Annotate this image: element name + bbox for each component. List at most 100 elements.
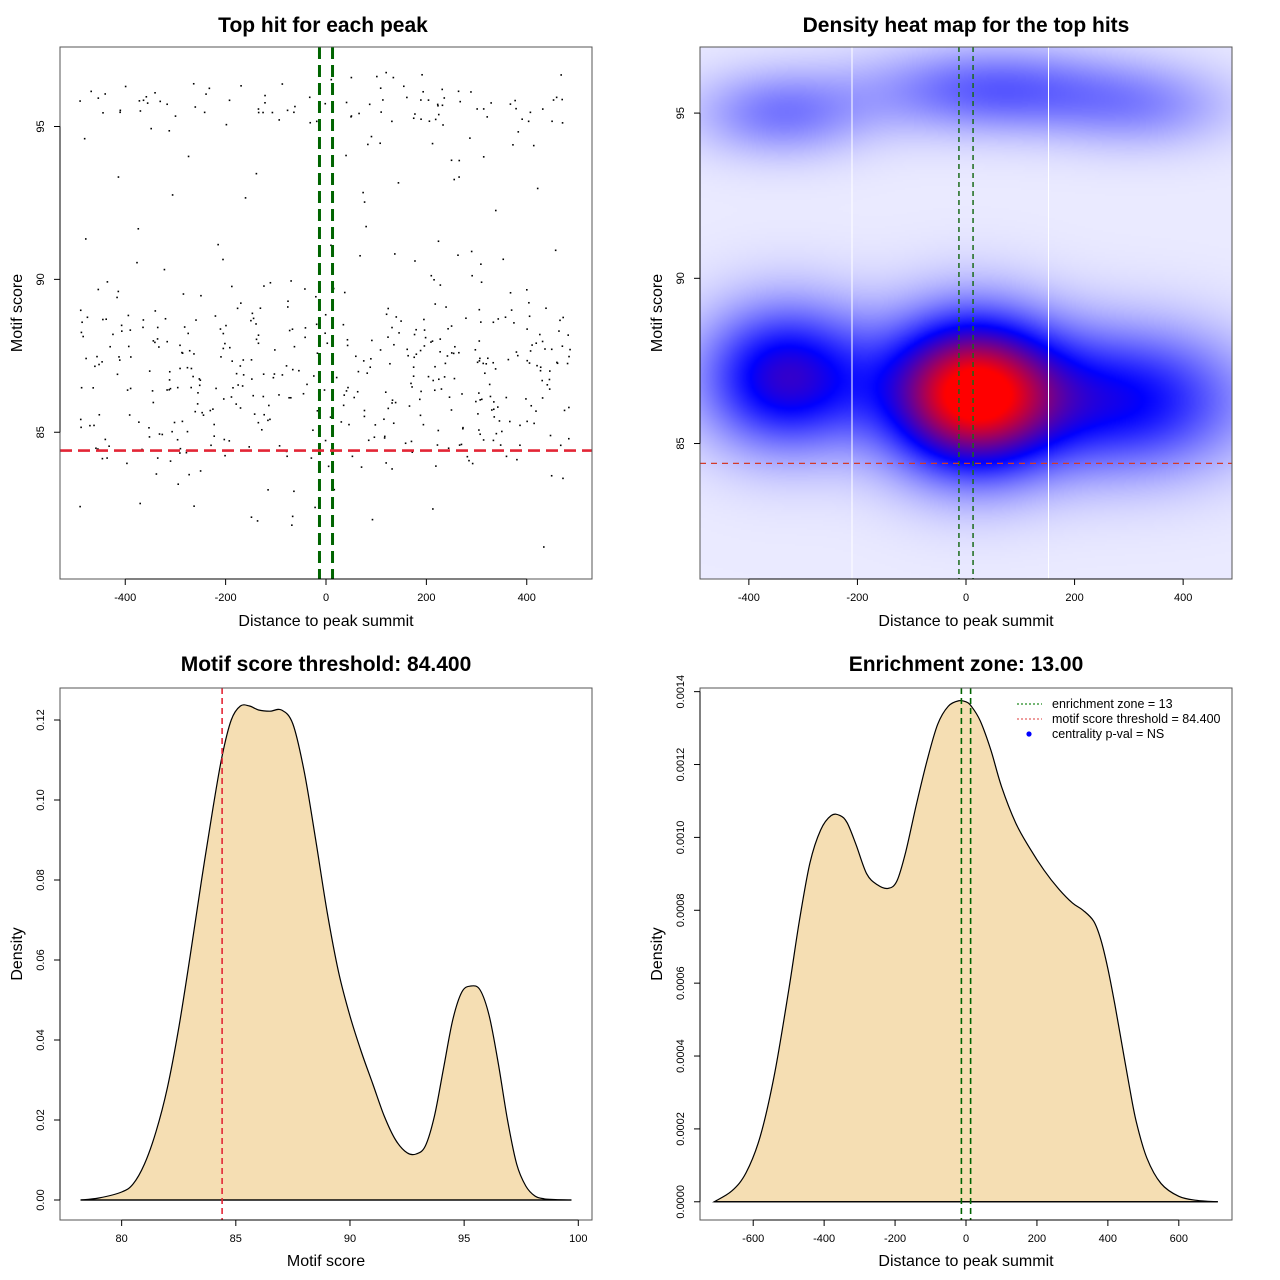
data-point [102,112,104,114]
data-point [479,433,481,436]
data-point [186,366,189,369]
data-point [427,375,430,378]
data-point [158,346,160,348]
data-point [179,452,181,454]
data-point [421,73,423,76]
data-point [286,109,289,112]
data-point [231,360,234,362]
panel-score-density: Motif score threshold: 84.400 80 85 90 95 10… [9,653,593,1270]
data-point [203,111,206,114]
data-point [447,327,449,330]
data-point [539,366,542,369]
data-point [176,438,179,441]
data-point [362,360,365,362]
x-tick-label: 90 [344,1233,356,1245]
data-point [437,429,440,432]
data-point [551,120,553,123]
data-point [510,309,513,311]
data-point [194,410,197,413]
data-point [250,516,253,518]
data-point [310,457,313,459]
data-point [371,339,373,342]
data-point [446,355,449,357]
data-point [93,424,95,427]
data-point [447,447,450,450]
data-point [187,332,189,335]
data-point [239,365,242,367]
data-point [174,115,177,117]
data-point [441,88,444,91]
data-point [493,416,496,418]
data-point [497,406,499,408]
data-point [213,423,215,426]
data-point [286,455,288,458]
data-point [242,359,245,361]
reference-lines [960,688,972,1220]
data-point [159,100,162,103]
data-point [555,96,558,99]
data-point [387,407,390,410]
data-point [291,515,294,518]
data-point [480,398,483,401]
data-point [345,154,347,157]
data-point [526,420,528,423]
data-point [477,413,479,415]
data-point [348,423,350,426]
data-point [482,108,485,110]
data-point [367,439,370,442]
chart-title: Enrichment zone: 13.00 [849,653,1084,676]
data-point [370,357,372,360]
y-tick-label: 95 [35,120,47,132]
data-point [290,280,292,282]
data-point [80,426,82,429]
data-point [278,445,281,447]
y-tick-label: 0.00 [35,1189,47,1210]
density-area [712,699,1218,1203]
data-point [482,439,485,441]
data-point [480,281,483,284]
data-point [398,332,400,334]
data-point [190,386,192,389]
data-point [217,243,219,246]
data-point [494,209,497,212]
x-tick-label: 200 [1028,1233,1046,1245]
data-point [550,348,553,351]
data-point [257,108,260,110]
data-point [169,387,172,390]
data-point [196,403,199,405]
y-tick-label: 0.12 [35,709,47,730]
data-point [509,420,511,423]
data-point [186,430,189,433]
data-point [146,102,149,104]
data-point [371,518,374,521]
data-point [532,144,535,147]
data-point [192,82,195,85]
x-tick-label: 200 [1065,592,1083,604]
data-point [369,366,372,369]
data-point [355,355,357,358]
data-point [181,352,184,354]
legend-item-threshold: motif score threshold = 84.400 [1017,712,1221,726]
data-point [569,348,571,351]
data-point [550,474,553,477]
data-point [263,285,265,287]
data-point [116,373,119,376]
data-point [393,343,395,346]
data-point [434,365,436,368]
data-point [492,321,495,324]
data-point [345,101,348,104]
data-point [535,410,537,412]
data-point [443,376,446,378]
data-point [235,372,238,375]
data-point [241,385,244,387]
data-point [267,489,269,491]
data-point [544,348,546,350]
y-tick-label: 90 [35,273,47,285]
data-point [438,378,440,381]
data-point [182,293,185,295]
data-point [171,430,173,433]
data-point [117,290,120,293]
data-point [220,356,222,358]
data-point [383,435,386,438]
data-point [222,332,225,335]
